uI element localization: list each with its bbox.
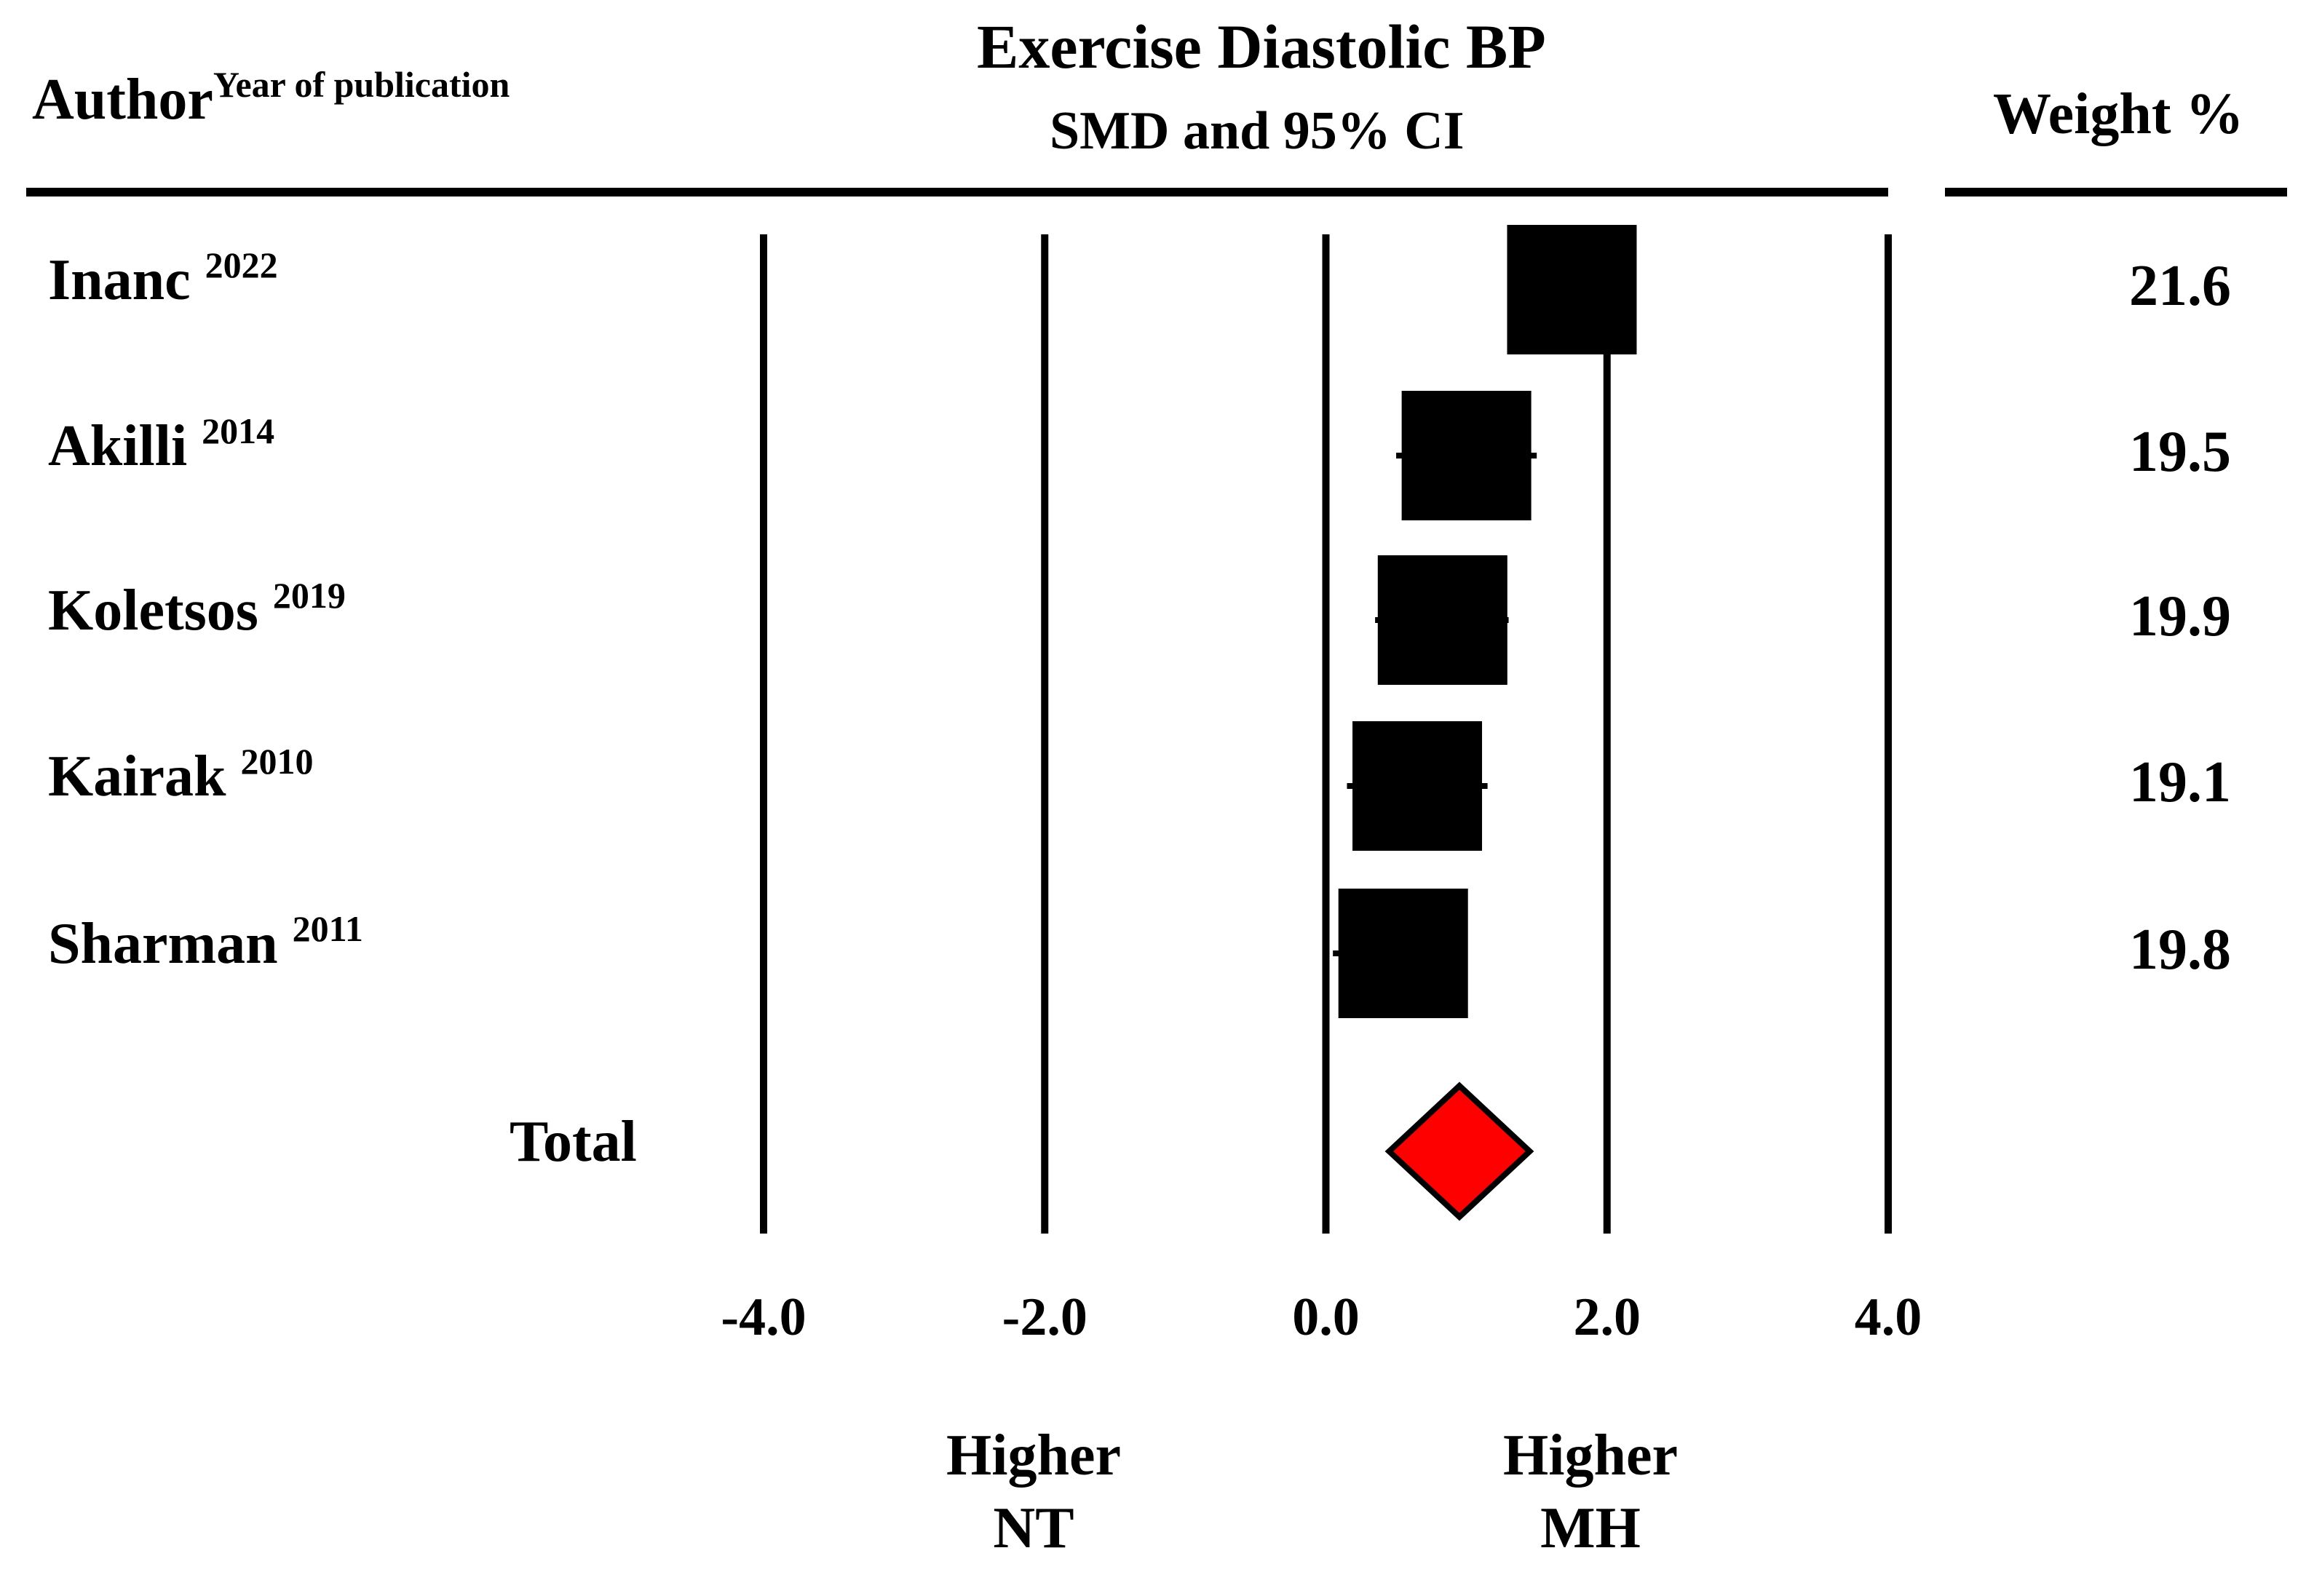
total-label: Total xyxy=(510,1110,637,1174)
author-column-header: AuthorYear of publication xyxy=(32,64,510,133)
x-tick-label: 4.0 xyxy=(1854,1287,1922,1347)
study-year: 2014 xyxy=(202,410,275,451)
study-box-1 xyxy=(1401,391,1532,520)
study-box-4 xyxy=(1338,889,1468,1018)
study-box-2 xyxy=(1377,555,1507,685)
header-rule-left xyxy=(26,188,1888,196)
study-weight: 19.9 xyxy=(2129,584,2231,648)
favours-left-label: Higher NT xyxy=(888,1419,1179,1565)
study-year: 2022 xyxy=(205,245,278,285)
study-label-inanc: Inanc 2022 xyxy=(48,245,278,314)
favours-right-label: Higher MH xyxy=(1445,1419,1736,1565)
study-author: Koletsos xyxy=(48,579,258,643)
study-year: 2011 xyxy=(292,908,363,949)
study-label-koletsos: Koletsos 2019 xyxy=(48,575,346,644)
study-author: Akilli xyxy=(48,414,188,478)
study-author: Sharman xyxy=(48,912,278,976)
author-header-label: Author xyxy=(32,68,213,132)
chart-subtitle: SMD and 95% CI xyxy=(1050,101,1465,161)
study-author: Kairak xyxy=(48,745,226,809)
study-weight: 19.8 xyxy=(2129,918,2231,982)
favours-left-line-1: Higher xyxy=(946,1424,1121,1488)
x-tick-label: -2.0 xyxy=(1002,1287,1087,1347)
study-label-akilli: Akilli 2014 xyxy=(48,410,275,480)
study-author: Inanc xyxy=(48,248,191,312)
study-year: 2019 xyxy=(272,575,346,616)
favours-left-line-2: NT xyxy=(993,1496,1074,1560)
chart-title: Exercise Diastolic BP xyxy=(977,12,1546,82)
total-diamond xyxy=(1384,1081,1534,1221)
study-label-sharman: Sharman 2011 xyxy=(48,908,363,977)
study-box-3 xyxy=(1352,721,1483,851)
weight-column-header: Weight % xyxy=(1993,82,2244,146)
study-label-kairak: Kairak 2010 xyxy=(48,741,314,810)
header-rule-right xyxy=(1945,188,2287,196)
study-weight: 19.1 xyxy=(2129,750,2231,814)
x-tick-label: 0.0 xyxy=(1292,1287,1360,1347)
favours-right-line-1: Higher xyxy=(1503,1424,1678,1488)
favours-right-line-2: MH xyxy=(1540,1496,1641,1560)
year-header-label: Year of publication xyxy=(213,64,510,105)
study-box-0 xyxy=(1507,225,1637,354)
study-year: 2010 xyxy=(240,741,314,782)
study-weight: 21.6 xyxy=(2129,254,2231,318)
x-tick-label: -4.0 xyxy=(721,1287,807,1347)
study-weight: 19.5 xyxy=(2129,420,2231,484)
x-tick-label: 2.0 xyxy=(1573,1287,1641,1347)
